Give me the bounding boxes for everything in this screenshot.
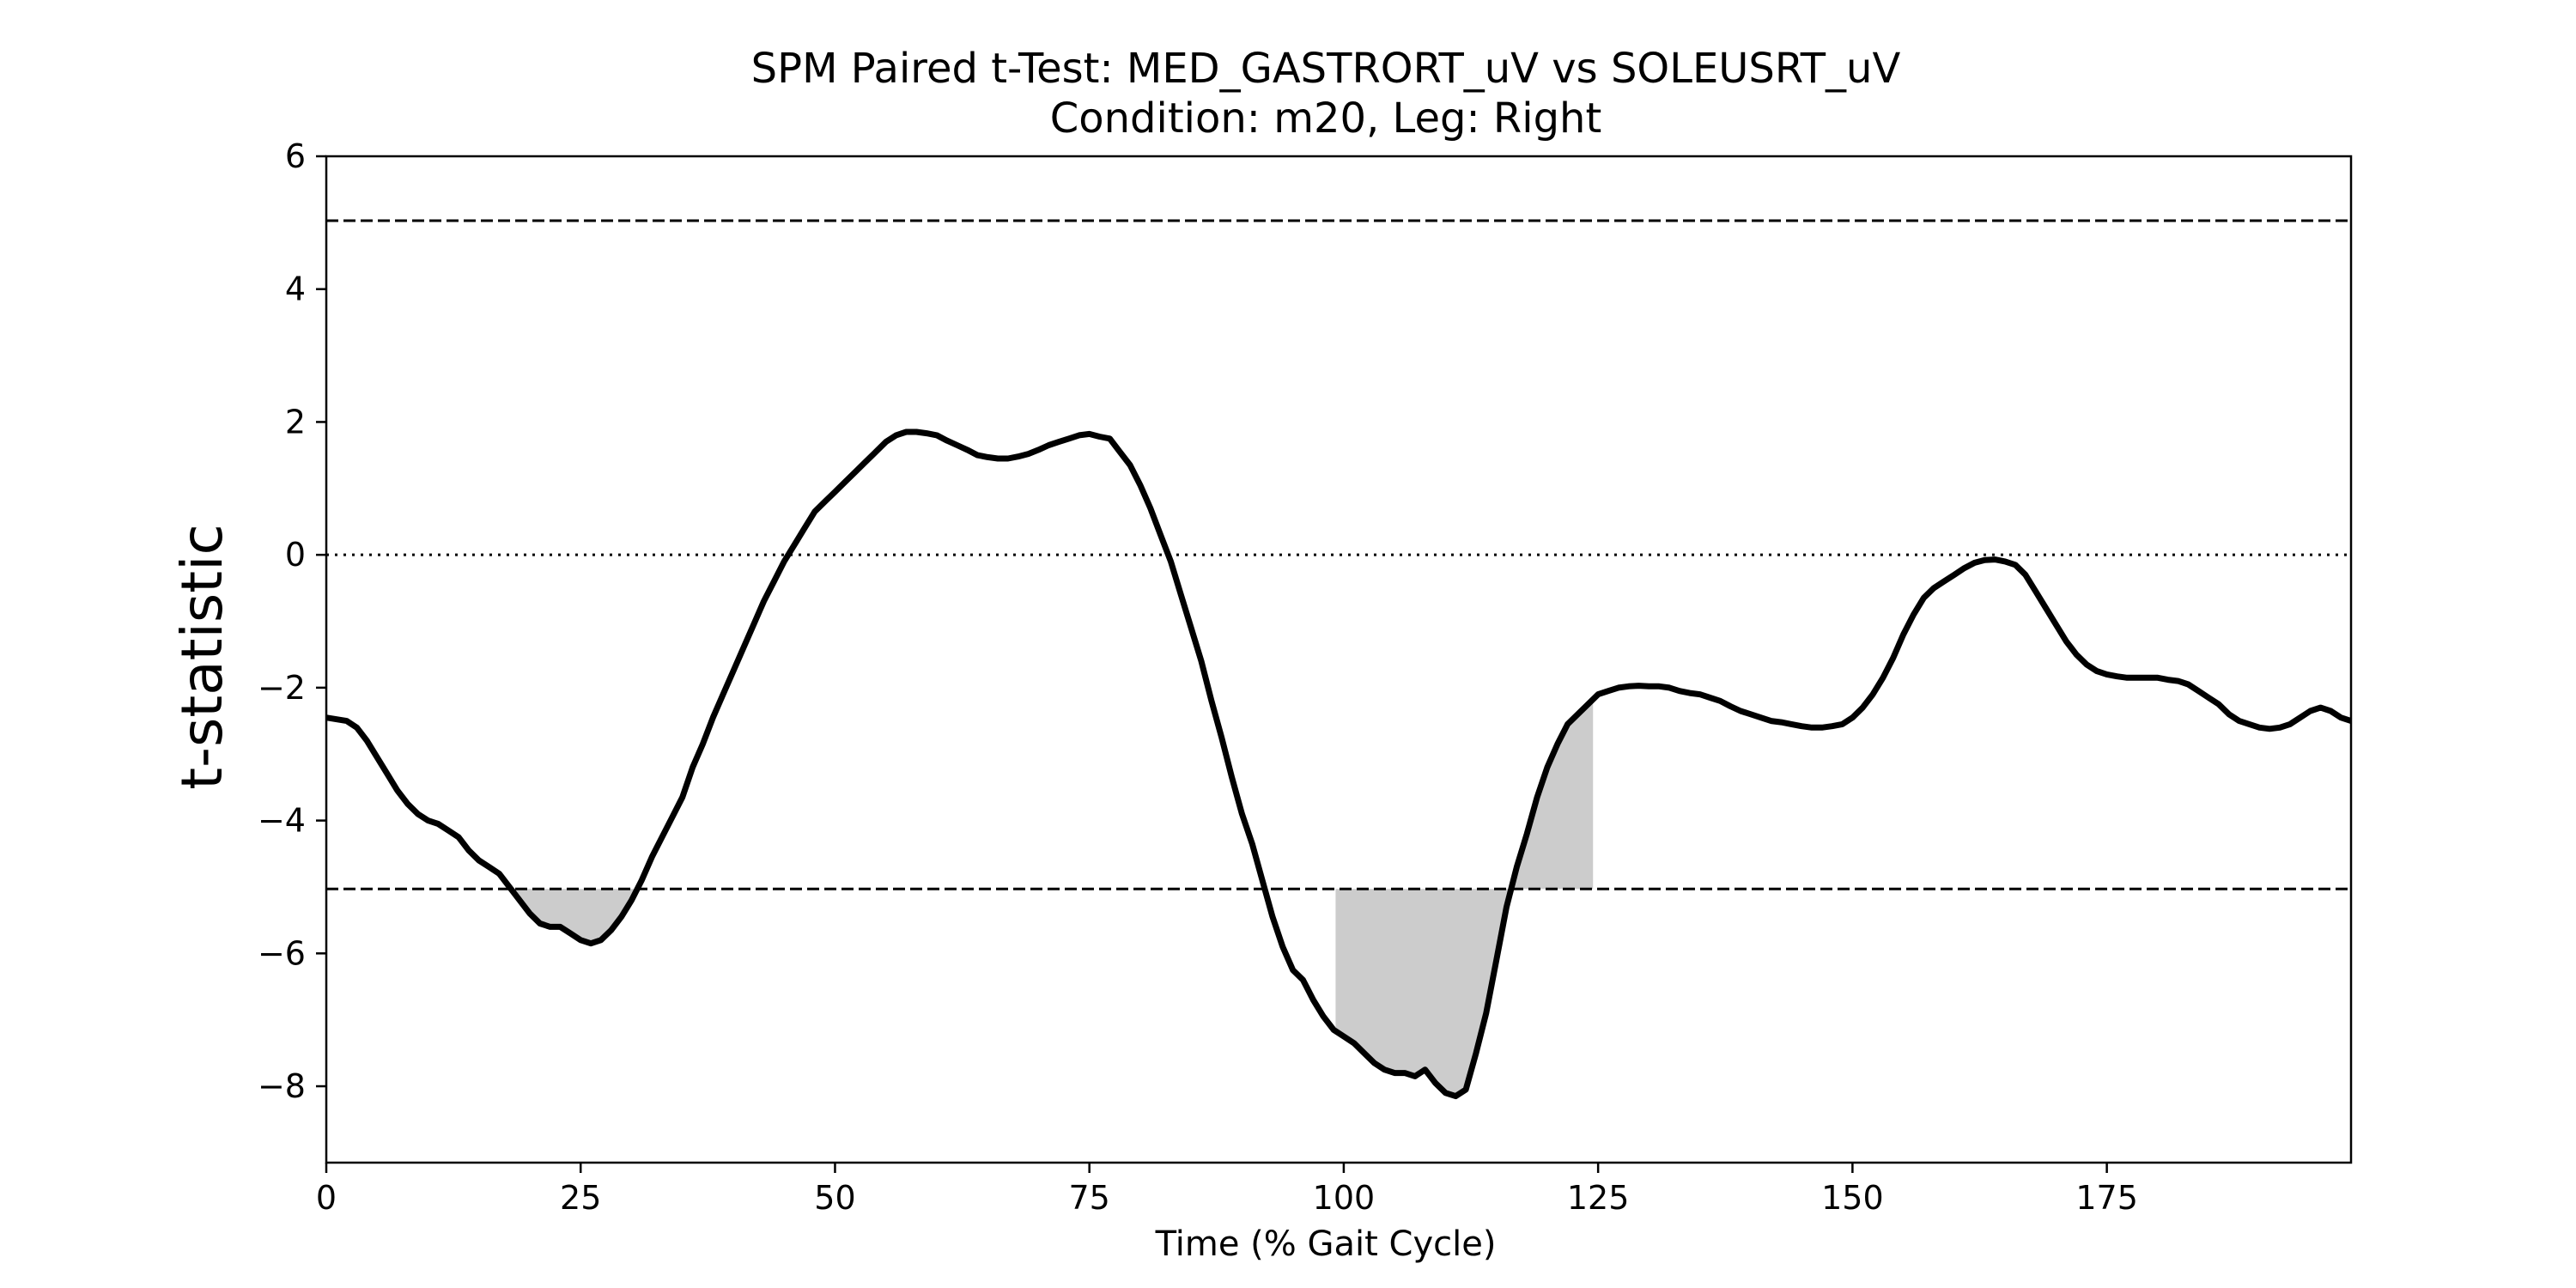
y-tick-label: −2 — [258, 669, 306, 707]
y-tick-label: 4 — [285, 270, 306, 308]
x-tick-label: 100 — [1313, 1179, 1376, 1217]
y-axis-label: t-statistic — [169, 524, 235, 790]
series-line-t-statistic — [325, 428, 2353, 1100]
x-tick-label: 125 — [1567, 1179, 1630, 1217]
plot-frame — [325, 155, 2353, 1164]
y-tick-label: −8 — [258, 1067, 306, 1105]
x-tick-label: 0 — [316, 1179, 337, 1217]
y-tick-label: −4 — [258, 802, 306, 840]
plot-area: 0 25 50 75 100 125 150 175 6 4 2 0 −2 −4 −6 −8 — [258, 137, 2353, 1217]
x-tick-label: 150 — [1821, 1179, 1884, 1217]
x-tick-label: 175 — [2075, 1179, 2138, 1217]
x-tick-label: 50 — [814, 1179, 855, 1217]
cluster-fill-2 — [1335, 699, 1594, 1097]
cluster-fill-1 — [509, 886, 638, 944]
chart-title-line-2: Condition: m20, Leg: Right — [1050, 94, 1602, 143]
x-tick-label: 75 — [1069, 1179, 1110, 1217]
chart-title-line-1: SPM Paired t-Test: MED_GASTRORT_uV vs SO… — [751, 45, 1901, 93]
y-tick-label: 6 — [285, 137, 306, 175]
y-tick-label: 2 — [285, 403, 306, 440]
y-tick-label: 0 — [285, 536, 306, 574]
x-tick-label: 25 — [560, 1179, 601, 1217]
y-tick-label: −6 — [258, 934, 306, 972]
x-axis-label: Time (% Gait Cycle) — [1155, 1224, 1497, 1264]
